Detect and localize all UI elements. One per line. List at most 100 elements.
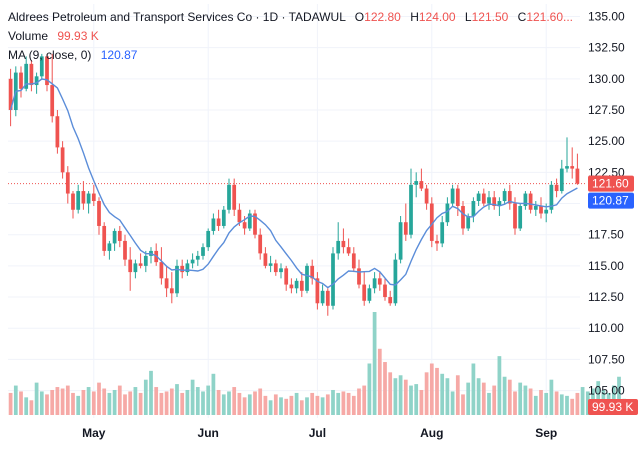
volume-bar <box>487 392 491 415</box>
candle-body <box>325 290 330 306</box>
volume-value: 99.93 K <box>57 29 99 43</box>
candle-body <box>393 259 398 304</box>
candle-body <box>97 201 101 226</box>
candle-body <box>34 76 39 86</box>
volume-label: Volume <box>8 29 49 43</box>
candle-body <box>284 268 289 285</box>
volume-bar <box>216 389 221 415</box>
candle-body <box>289 284 294 289</box>
volume-bar <box>497 356 502 415</box>
candle-body <box>133 263 138 273</box>
volume-bar <box>128 391 133 415</box>
volume-bar <box>253 391 257 415</box>
volume-bar <box>544 392 549 415</box>
volume-bar <box>419 389 424 415</box>
candle-body <box>383 284 387 298</box>
candle-body <box>185 263 190 273</box>
candle-body <box>414 181 419 185</box>
candle-body <box>502 191 507 202</box>
candle-body <box>331 253 335 306</box>
candle-body <box>518 206 523 229</box>
candle-body <box>351 253 356 269</box>
candle-body <box>492 197 497 207</box>
volume-badge: 99.93 K <box>588 399 638 415</box>
candle-body <box>507 191 512 204</box>
volume-bar <box>86 387 91 415</box>
volume-bar <box>559 394 564 415</box>
volume-bar <box>117 385 122 415</box>
high-label: H <box>410 10 419 24</box>
volume-bar <box>554 391 559 415</box>
volume-bar <box>424 372 429 415</box>
candle-body <box>143 255 148 266</box>
open-value: 122.80 <box>364 10 401 24</box>
candle-body <box>195 255 200 260</box>
candle-body <box>279 268 283 273</box>
candle-body <box>565 166 569 169</box>
candle-body <box>341 240 346 248</box>
candle-body <box>305 265 309 291</box>
candle-body <box>76 191 81 210</box>
time-tick-label: Jun <box>198 426 219 440</box>
candle-body <box>211 218 216 231</box>
volume-bar <box>585 391 590 415</box>
candle-body <box>201 247 205 256</box>
volume-bar <box>154 387 159 415</box>
candle-body <box>164 278 169 289</box>
legend-volume-row[interactable]: Volume 99.93 K <box>8 27 573 46</box>
legend-ma-row[interactable]: MA (9, close, 0) 120.87 <box>8 46 573 65</box>
candle-body <box>237 209 242 223</box>
volume-bar <box>393 378 398 415</box>
volume-bar <box>507 379 512 415</box>
candle-body <box>559 168 564 192</box>
price-tick-label: 125.00 <box>588 134 625 148</box>
candle-body <box>91 193 96 202</box>
candle-body <box>299 280 304 291</box>
volume-bar <box>55 387 60 415</box>
candle-body <box>159 262 164 279</box>
volume-bar <box>461 394 465 415</box>
candle-body <box>45 56 49 86</box>
volume-bar <box>138 392 143 415</box>
volume-bar <box>455 375 460 415</box>
candle-body <box>398 222 403 260</box>
close-label: C <box>517 10 527 24</box>
volume-bar <box>273 394 278 415</box>
candle-body <box>362 284 367 301</box>
volume-bar <box>596 381 601 415</box>
volume-bar <box>76 395 81 415</box>
volume-bar <box>528 388 533 415</box>
volume-bar <box>195 387 200 415</box>
volume-badge-text: 99.93 K <box>592 400 633 414</box>
volume-bar <box>575 392 580 415</box>
volume-bar <box>107 392 112 415</box>
candle-body <box>445 203 450 223</box>
volume-bar <box>388 372 393 415</box>
candle-body <box>19 72 23 89</box>
candle-body <box>523 193 528 207</box>
chart-grid <box>8 4 580 418</box>
volume-bar <box>429 363 434 415</box>
volume-bar <box>372 312 377 415</box>
candle-body <box>549 184 554 210</box>
volume-bar <box>180 392 185 415</box>
volume-bar <box>476 378 481 415</box>
volume-bar <box>201 391 205 415</box>
volume-bar <box>8 392 13 415</box>
candle-body <box>39 56 44 77</box>
volume-bar <box>403 379 408 415</box>
price-tick-label: 117.50 <box>588 228 624 242</box>
moving-average-line <box>9 78 578 289</box>
volume-bar <box>164 391 169 415</box>
candle-body <box>65 172 70 194</box>
price-tick-label: 130.00 <box>588 72 625 86</box>
volume-bar <box>263 395 268 415</box>
volume-bar <box>409 385 413 415</box>
candle-body <box>554 184 559 192</box>
symbol-title[interactable]: Aldrees Petroleum and Transport Services… <box>8 10 346 24</box>
candle-body <box>481 193 486 204</box>
volume-bar <box>289 395 294 415</box>
volume-bar <box>346 392 351 415</box>
time-axis[interactable]: May Jun Jul Aug Sep <box>82 426 557 440</box>
